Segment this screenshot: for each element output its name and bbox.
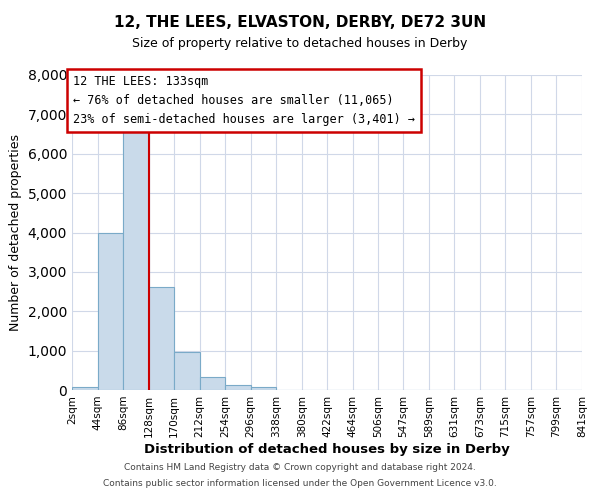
Bar bbox=[98, 234, 123, 390]
Bar bbox=[251, 387, 276, 390]
Bar bbox=[200, 377, 225, 390]
Bar bbox=[225, 385, 251, 390]
Bar bbox=[149, 286, 174, 390]
Bar bbox=[72, 387, 98, 390]
Bar bbox=[123, 130, 149, 390]
X-axis label: Distribution of detached houses by size in Derby: Distribution of detached houses by size … bbox=[144, 442, 510, 456]
Text: Contains HM Land Registry data © Crown copyright and database right 2024.: Contains HM Land Registry data © Crown c… bbox=[124, 464, 476, 472]
Text: Contains public sector information licensed under the Open Government Licence v3: Contains public sector information licen… bbox=[103, 478, 497, 488]
Text: Size of property relative to detached houses in Derby: Size of property relative to detached ho… bbox=[133, 38, 467, 51]
Text: 12, THE LEES, ELVASTON, DERBY, DE72 3UN: 12, THE LEES, ELVASTON, DERBY, DE72 3UN bbox=[114, 15, 486, 30]
Bar bbox=[174, 352, 200, 390]
Y-axis label: Number of detached properties: Number of detached properties bbox=[9, 134, 22, 331]
Text: 12 THE LEES: 133sqm
← 76% of detached houses are smaller (11,065)
23% of semi-de: 12 THE LEES: 133sqm ← 76% of detached ho… bbox=[73, 75, 415, 126]
